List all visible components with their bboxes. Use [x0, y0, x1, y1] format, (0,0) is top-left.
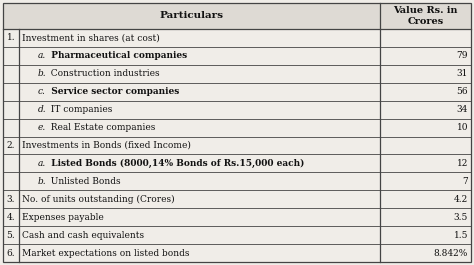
Text: c.: c. — [38, 87, 46, 96]
Text: 12: 12 — [456, 159, 468, 168]
Text: 3.5: 3.5 — [454, 213, 468, 222]
Text: b.: b. — [38, 69, 46, 78]
Text: 34: 34 — [456, 105, 468, 114]
Text: 56: 56 — [456, 87, 468, 96]
Text: Listed Bonds (8000,14% Bonds of Rs.15,000 each): Listed Bonds (8000,14% Bonds of Rs.15,00… — [45, 159, 304, 168]
Text: 1.5: 1.5 — [454, 231, 468, 240]
Text: Real Estate companies: Real Estate companies — [45, 123, 155, 132]
Text: Value Rs. in
Crores: Value Rs. in Crores — [393, 6, 458, 26]
Text: No. of units outstanding (Crores): No. of units outstanding (Crores) — [22, 195, 174, 204]
Text: Unlisted Bonds: Unlisted Bonds — [45, 177, 120, 186]
Text: 5.: 5. — [7, 231, 15, 240]
Text: Particulars: Particulars — [159, 11, 224, 20]
Text: 1.: 1. — [7, 33, 15, 42]
Text: Construction industries: Construction industries — [45, 69, 159, 78]
Text: 4.: 4. — [7, 213, 15, 222]
Text: Market expectations on listed bonds: Market expectations on listed bonds — [22, 249, 190, 258]
Text: Expenses payable: Expenses payable — [22, 213, 104, 222]
Text: 8.842%: 8.842% — [434, 249, 468, 258]
Text: Service sector companies: Service sector companies — [45, 87, 179, 96]
Bar — [3, 3, 471, 29]
Text: Cash and cash equivalents: Cash and cash equivalents — [22, 231, 144, 240]
Text: b.: b. — [38, 177, 46, 186]
Text: d.: d. — [38, 105, 46, 114]
Text: Investment in shares (at cost): Investment in shares (at cost) — [22, 33, 160, 42]
Text: IT companies: IT companies — [45, 105, 112, 114]
Text: a.: a. — [38, 159, 46, 168]
Text: 2.: 2. — [7, 141, 15, 150]
Text: Investments in Bonds (fixed Income): Investments in Bonds (fixed Income) — [22, 141, 191, 150]
Text: 31: 31 — [456, 69, 468, 78]
Text: 6.: 6. — [7, 249, 15, 258]
Text: a.: a. — [38, 51, 46, 60]
Text: 79: 79 — [456, 51, 468, 60]
Text: 7: 7 — [462, 177, 468, 186]
Text: 3.: 3. — [7, 195, 15, 204]
Text: Pharmaceutical companies: Pharmaceutical companies — [45, 51, 187, 60]
Text: 10: 10 — [456, 123, 468, 132]
Text: 4.2: 4.2 — [454, 195, 468, 204]
Text: e.: e. — [38, 123, 46, 132]
